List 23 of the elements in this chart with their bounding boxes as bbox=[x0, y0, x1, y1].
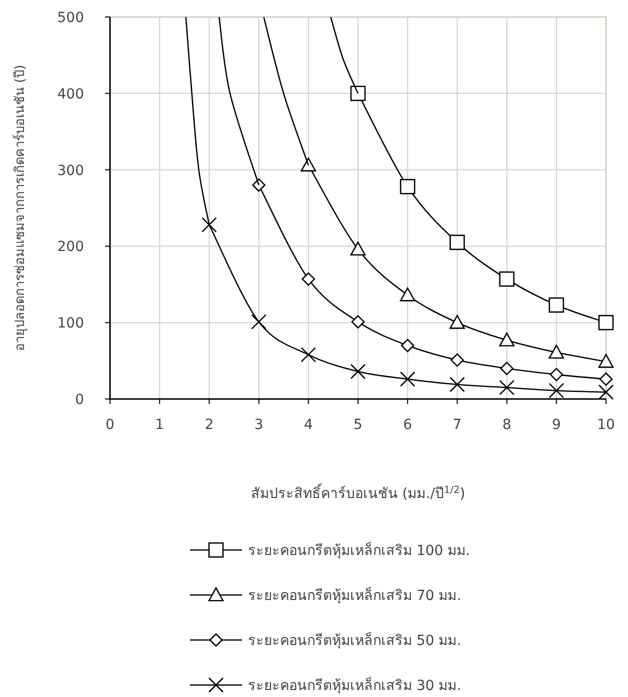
x-axis-title: สัมประสิทธิ์คาร์บอเนชัน (มม./ปี$^{1/2}$) bbox=[250, 483, 466, 502]
x-tick-label: 10 bbox=[597, 417, 615, 433]
x-tick-label: 8 bbox=[502, 417, 512, 433]
x-tick-label: 7 bbox=[452, 417, 462, 433]
legend-label: ระยะคอนกรีตหุ้มเหล็กเสริม 70 มม. bbox=[248, 586, 462, 604]
x-tick-label: 9 bbox=[552, 417, 561, 433]
y-tick-label: 300 bbox=[57, 162, 84, 179]
y-axis-title: อายุปลอดการซ่อมแซมจากการเกิดคาร์บอเนชัน (ปี) bbox=[12, 64, 28, 352]
y-tick-label: 100 bbox=[57, 316, 84, 332]
legend-label: ระยะคอนกรีตหุ้มเหล็กเสริม 100 มม. bbox=[248, 541, 470, 559]
x-tick-label: 4 bbox=[304, 417, 313, 433]
y-tick-label: 500 bbox=[57, 10, 84, 26]
x-tick-label: 6 bbox=[403, 417, 412, 433]
x-tick-label: 0 bbox=[106, 417, 114, 433]
x-tick-label: 3 bbox=[254, 417, 264, 433]
x-tick-label: 2 bbox=[204, 417, 214, 433]
y-tick-label: 200 bbox=[57, 239, 84, 256]
legend-label: ระยะคอนกรีตหุ้มเหล็กเสริม 30 มม. bbox=[248, 676, 462, 694]
y-tick-label: 400 bbox=[57, 86, 84, 102]
x-tick-label: 1 bbox=[155, 417, 164, 433]
y-tick-label: 0 bbox=[75, 392, 84, 408]
legend-label: ระยะคอนกรีตหุ้มเหล็กเสริม 50 มม. bbox=[248, 631, 462, 649]
x-tick-label: 5 bbox=[354, 417, 362, 433]
